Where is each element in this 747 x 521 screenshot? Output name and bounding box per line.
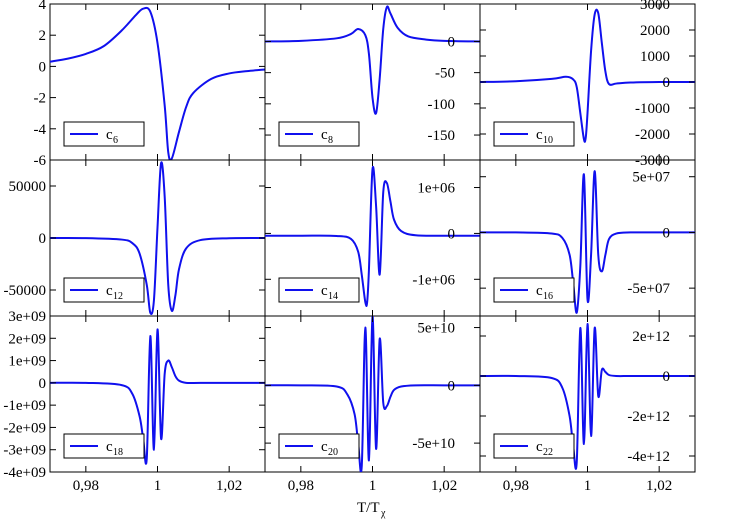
y-tick-label: 0: [39, 376, 47, 392]
y-tick-label: -4e+12: [627, 449, 670, 465]
series-line-c6: [50, 6, 265, 160]
legend-box: [278, 433, 360, 459]
x-tick-label: 1: [369, 478, 377, 494]
legend-label-subscript: 8: [328, 135, 333, 146]
x-tick-label: 1: [584, 478, 592, 494]
legend-box: [278, 121, 360, 147]
y-tick-label: 5e+07: [632, 170, 670, 186]
y-tick-label: -5e+07: [627, 281, 670, 297]
y-tick-label: -6: [34, 153, 47, 169]
y-tick-label: 0: [448, 226, 456, 242]
legend-label: c: [536, 439, 543, 455]
y-tick-label: 2e+12: [632, 329, 670, 345]
y-tick-label: 50000: [9, 179, 47, 195]
y-tick-label: 0: [448, 34, 456, 50]
series-line-c16: [480, 170, 695, 314]
x-tick-label: 0,98: [73, 478, 99, 494]
legend-label-subscript: 20: [328, 447, 338, 458]
y-tick-label: -2: [34, 91, 47, 107]
y-tick-label: -2000: [635, 127, 670, 143]
series-line-c18: [50, 328, 265, 465]
y-tick-label: -50000: [4, 283, 47, 299]
x-axis-label-subscript: χ: [380, 508, 386, 519]
y-tick-label: -5e+10: [412, 436, 455, 452]
y-tick-label: 0: [663, 225, 671, 241]
y-tick-label: -2e+09: [3, 420, 46, 436]
y-tick-label: 3e+09: [8, 309, 46, 325]
y-tick-label: 0: [39, 59, 47, 75]
x-tick-label: 1,02: [646, 478, 672, 494]
y-tick-label: 1e+06: [417, 181, 455, 197]
y-tick-label: 1000: [640, 49, 670, 65]
y-tick-label: 0: [663, 75, 671, 91]
y-tick-label: -2e+12: [627, 409, 670, 425]
legend-label: c: [321, 439, 328, 455]
y-tick-label: 0: [448, 378, 456, 394]
series-line-c14: [265, 165, 480, 307]
x-tick-label: 0,98: [288, 478, 314, 494]
x-tick-label: 0,98: [503, 478, 529, 494]
y-tick-label: -150: [428, 128, 456, 144]
series-line-c12: [50, 161, 265, 316]
legend-label: c: [321, 283, 328, 299]
legend-label-subscript: 14: [328, 291, 338, 302]
y-tick-label: 2: [39, 28, 47, 44]
y-tick-label: -3000: [635, 153, 670, 169]
legend-label-subscript: 12: [113, 291, 123, 302]
x-axis-label: T/T: [357, 500, 380, 516]
y-tick-label: -3e+09: [3, 443, 46, 459]
legend-label: c: [106, 283, 113, 299]
series-line-c10: [480, 8, 695, 143]
y-tick-label: 5e+10: [417, 321, 455, 337]
x-tick-label: 1,02: [216, 478, 242, 494]
x-tick-label: 1,02: [431, 478, 457, 494]
legend-label: c: [536, 127, 543, 143]
series-line-c8: [265, 5, 480, 115]
y-tick-label: 1e+09: [8, 354, 46, 370]
y-tick-label: 4: [39, 0, 47, 13]
y-tick-label: -1e+06: [412, 272, 455, 288]
y-tick-label: -4e+09: [3, 465, 46, 481]
y-tick-label: 2000: [640, 23, 670, 39]
legend-label-subscript: 22: [543, 447, 553, 458]
y-tick-label: 2e+09: [8, 331, 46, 347]
legend-label-subscript: 10: [543, 135, 553, 146]
y-tick-label: -50: [435, 66, 455, 82]
y-tick-label: -100: [428, 97, 456, 113]
series-line-c22: [480, 322, 695, 470]
y-tick-label: 0: [39, 231, 47, 247]
y-tick-label: -1e+09: [3, 398, 46, 414]
legend-label: c: [536, 283, 543, 299]
legend-label: c: [106, 439, 113, 455]
legend-label-subscript: 6: [113, 135, 118, 146]
y-tick-label: -1000: [635, 101, 670, 117]
y-tick-label: 3000: [640, 0, 670, 13]
legend-label-subscript: 18: [113, 447, 123, 458]
legend-label: c: [106, 127, 113, 143]
legend-label-subscript: 16: [543, 291, 553, 302]
x-tick-label: 1: [154, 478, 162, 494]
y-tick-label: 0: [663, 369, 671, 385]
y-tick-label: -4: [34, 122, 47, 138]
legend-label: c: [321, 127, 328, 143]
